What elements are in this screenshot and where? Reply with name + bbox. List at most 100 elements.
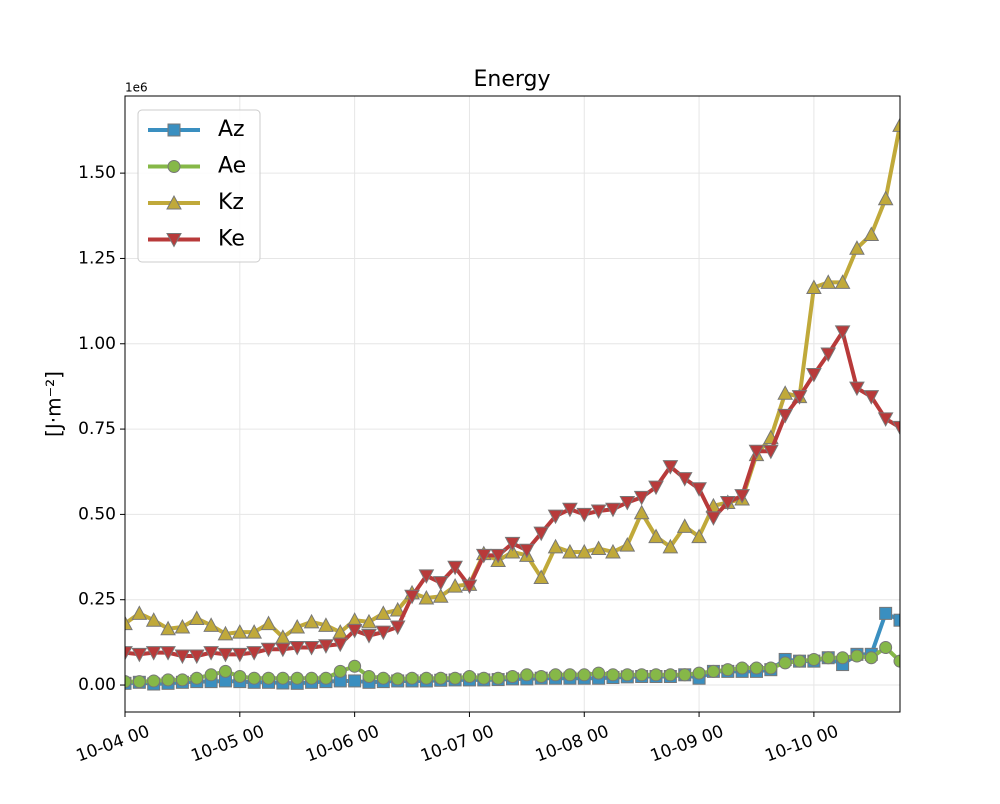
marker xyxy=(434,671,448,685)
marker xyxy=(676,518,693,533)
y-tick-label: 0.75 xyxy=(78,419,116,439)
marker xyxy=(534,670,548,684)
marker xyxy=(563,668,577,682)
marker xyxy=(577,668,591,682)
marker xyxy=(590,540,607,556)
marker xyxy=(547,509,564,525)
marker xyxy=(289,640,306,656)
marker xyxy=(778,656,792,670)
marker xyxy=(748,444,765,460)
marker xyxy=(663,668,677,682)
marker xyxy=(749,661,763,675)
marker xyxy=(662,460,679,475)
marker xyxy=(461,579,478,595)
marker xyxy=(506,670,519,684)
marker xyxy=(231,647,248,663)
marker xyxy=(147,674,161,688)
marker xyxy=(233,670,247,684)
marker xyxy=(389,601,406,617)
marker xyxy=(619,495,636,511)
marker xyxy=(448,671,462,685)
marker xyxy=(289,618,306,634)
marker xyxy=(562,502,578,518)
marker xyxy=(879,606,893,620)
marker xyxy=(850,649,864,663)
marker xyxy=(276,671,290,685)
legend: Az Ae Kz Ke xyxy=(137,109,261,263)
y-tick-label: 0.00 xyxy=(78,675,116,695)
marker xyxy=(167,160,181,173)
marker xyxy=(533,569,550,585)
marker xyxy=(405,671,419,685)
marker xyxy=(174,618,191,634)
marker xyxy=(361,613,377,629)
marker xyxy=(590,504,607,520)
legend-label: Az xyxy=(218,117,245,142)
marker xyxy=(332,637,349,653)
marker xyxy=(131,647,148,663)
marker xyxy=(188,649,205,665)
legend-label: Kz xyxy=(218,190,244,215)
marker xyxy=(318,617,334,632)
marker xyxy=(791,390,808,405)
marker xyxy=(863,226,880,242)
marker xyxy=(432,588,449,603)
marker xyxy=(892,117,900,132)
marker xyxy=(706,664,720,678)
marker xyxy=(246,646,263,661)
marker xyxy=(691,482,707,497)
marker xyxy=(893,613,900,627)
marker xyxy=(490,548,506,564)
marker xyxy=(247,671,261,685)
y-tick-label: 1.50 xyxy=(78,163,116,183)
marker xyxy=(125,646,133,661)
marker xyxy=(864,651,878,665)
marker xyxy=(375,605,392,620)
marker xyxy=(605,502,621,518)
marker xyxy=(834,325,851,340)
legend-box xyxy=(137,109,261,263)
marker xyxy=(504,536,521,552)
marker xyxy=(678,668,692,682)
marker xyxy=(275,642,291,658)
marker xyxy=(734,489,750,504)
marker xyxy=(777,408,794,424)
y-tick-label: 1.00 xyxy=(78,334,116,354)
marker xyxy=(806,367,822,383)
y-tick-label: 0.25 xyxy=(78,590,116,610)
marker xyxy=(290,671,304,685)
marker xyxy=(319,671,333,685)
marker xyxy=(218,664,232,678)
marker xyxy=(691,528,707,544)
marker xyxy=(391,672,405,686)
marker xyxy=(432,576,449,591)
marker xyxy=(592,666,606,680)
marker xyxy=(125,615,133,631)
marker xyxy=(167,123,181,137)
marker xyxy=(418,589,435,605)
marker xyxy=(204,668,218,682)
marker xyxy=(777,385,794,400)
marker xyxy=(533,526,550,542)
marker xyxy=(166,194,182,210)
marker xyxy=(893,654,900,668)
marker xyxy=(160,620,176,636)
marker xyxy=(635,668,649,682)
marker xyxy=(491,671,505,685)
y-tick-label: 1.25 xyxy=(78,248,116,268)
marker xyxy=(175,673,189,687)
marker xyxy=(376,671,390,685)
chart-title: Energy xyxy=(473,67,550,92)
marker xyxy=(834,274,851,289)
marker xyxy=(419,671,433,685)
marker xyxy=(375,625,392,641)
marker xyxy=(648,528,664,544)
marker xyxy=(303,613,320,629)
marker xyxy=(719,495,736,511)
marker xyxy=(806,279,822,294)
marker xyxy=(262,671,276,685)
marker xyxy=(305,671,319,685)
marker xyxy=(260,615,277,631)
marker xyxy=(633,490,650,506)
